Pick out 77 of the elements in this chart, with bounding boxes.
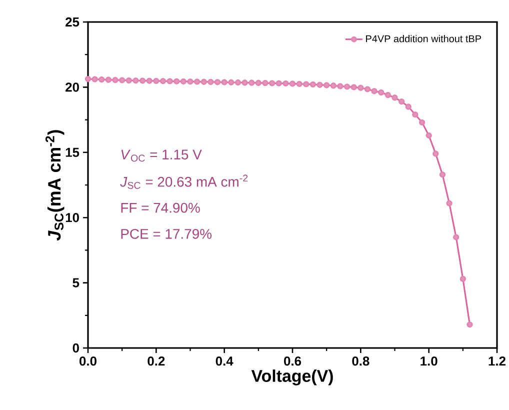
legend-label: P4VP addition without tBP: [366, 34, 482, 42]
point: [221, 79, 228, 86]
point: [105, 76, 112, 83]
point: [453, 234, 460, 240]
point: [337, 83, 344, 90]
point: [323, 82, 330, 88]
point: [118, 77, 126, 84]
x-tick-label: 0.6: [284, 356, 302, 366]
x-tick-label: 1.0: [420, 356, 438, 366]
point: [146, 78, 152, 84]
point: [98, 76, 105, 83]
y-tick-label: 20: [66, 82, 79, 92]
point: [160, 78, 166, 84]
x-tick-label: 0.8: [352, 356, 370, 366]
point: [166, 78, 173, 84]
point: [200, 78, 207, 85]
y-tick-label: 10: [66, 213, 79, 222]
point: [242, 80, 248, 86]
point: [358, 84, 364, 91]
point: [384, 92, 392, 98]
point: [405, 104, 412, 110]
point: [180, 78, 187, 85]
point: [208, 78, 214, 86]
annotation: V$_{OC}$ = 1.15 V: [121, 150, 202, 162]
point: [132, 77, 139, 84]
y-tick-label: 5: [72, 278, 80, 288]
point: [234, 79, 242, 86]
point: [139, 78, 146, 84]
point: [460, 276, 466, 282]
point: [228, 79, 234, 86]
point: [466, 321, 473, 328]
y-tick-label: 15: [66, 148, 80, 157]
point: [350, 84, 357, 90]
annotation: FF = 74.90%: [121, 202, 200, 213]
annotation: PCE = 17.79%: [121, 228, 212, 239]
annotation: J$_{SC}$ = 20.63 mA cm$^{-2}$: [120, 174, 248, 189]
point: [398, 98, 405, 105]
point: [330, 82, 336, 89]
point: [392, 94, 398, 101]
point: [187, 78, 194, 85]
x-axis-title: Voltage(V): [251, 370, 333, 386]
point: [248, 80, 255, 86]
x-tick-label: 1.2: [488, 356, 506, 366]
point: [426, 132, 432, 139]
x-tick-label: 0.0: [80, 356, 96, 366]
point: [214, 79, 221, 86]
point: [439, 171, 446, 178]
point: [446, 200, 452, 206]
point: [344, 84, 350, 90]
x-tick-label: 0.4: [216, 356, 234, 366]
y-tick-label: 25: [66, 17, 80, 27]
point: [310, 81, 316, 88]
point: [153, 78, 160, 84]
point: [126, 77, 132, 84]
point: [262, 80, 268, 86]
y-axis-title: J$_{SC}$(mA cm$^{-2}$): [45, 130, 64, 241]
point: [412, 111, 418, 118]
point: [289, 80, 296, 87]
point: [432, 150, 439, 157]
point: [303, 81, 310, 88]
x-tick-label: 0.2: [148, 356, 165, 366]
point: [268, 80, 276, 86]
point: [112, 76, 118, 84]
y-tick-label: 0: [72, 343, 79, 353]
point: [84, 76, 92, 82]
point: [296, 80, 302, 88]
point: [418, 119, 426, 126]
point: [378, 89, 384, 96]
point: [316, 82, 323, 88]
point: [255, 80, 262, 86]
point: [282, 80, 289, 87]
point: [194, 78, 200, 85]
point: [371, 88, 378, 94]
point: [364, 86, 371, 92]
point: [276, 80, 282, 86]
point: [92, 76, 98, 82]
point: [174, 78, 180, 84]
